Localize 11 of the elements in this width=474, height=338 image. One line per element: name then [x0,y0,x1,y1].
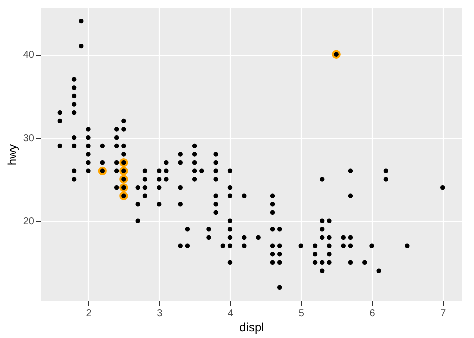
y-tick-label: 30 [23,133,35,144]
x-tick-label: 3 [157,308,164,320]
x-tick-label: 5 [298,308,305,320]
y-axis-title: hwy [5,144,20,166]
x-tick-label: 6 [370,308,376,320]
y-tick-label: 20 [23,216,35,228]
x-tick-label: 7 [440,308,447,320]
x-tick-label: 4 [228,308,234,320]
y-tick-label: 40 [23,50,35,62]
x-axis-title: displ [240,320,264,334]
x-tick-label: 2 [86,308,92,320]
